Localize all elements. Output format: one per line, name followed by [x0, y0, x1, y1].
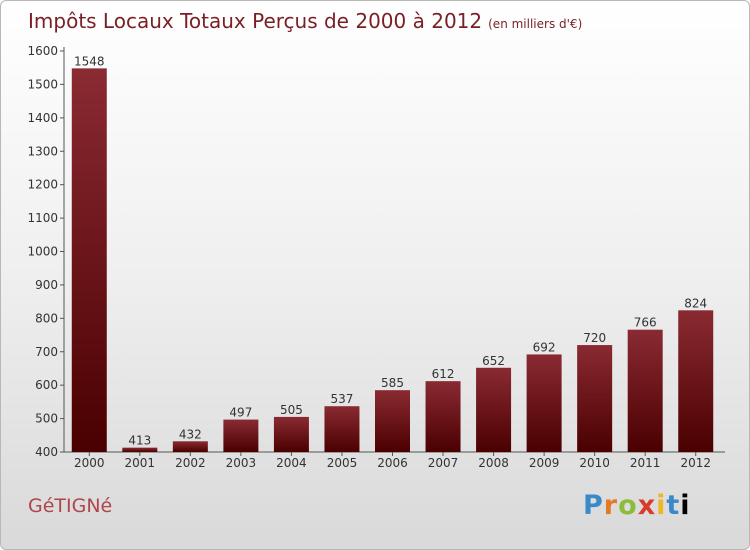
logo-letter: t: [666, 490, 681, 521]
y-tick-label: 1000: [27, 245, 58, 259]
bar: [375, 390, 410, 452]
logo-letter: r: [603, 490, 619, 521]
chart-title-text: Impôts Locaux Totaux Perçus de 2000 à 20…: [28, 9, 483, 33]
y-tick-label: 700: [35, 345, 58, 359]
x-tick-label: 2001: [125, 456, 156, 470]
bar-value-label: 505: [280, 403, 303, 417]
bar-value-label: 1548: [74, 54, 105, 68]
bar-value-label: 537: [331, 392, 354, 406]
y-tick-label: 900: [35, 278, 58, 292]
bar: [71, 68, 107, 453]
x-tick-label: 2007: [428, 456, 459, 470]
bar: [273, 416, 309, 452]
x-tick-label: 2012: [680, 456, 711, 470]
x-tick-label: 2004: [276, 456, 307, 470]
bar-value-label: 497: [229, 406, 252, 420]
bar: [324, 406, 360, 452]
bar: [526, 354, 562, 452]
y-tick-label: 800: [35, 311, 58, 325]
x-tick-label: 2006: [377, 456, 408, 470]
x-tick-label: 2009: [529, 456, 560, 470]
bar: [476, 367, 512, 452]
bar-value-label: 766: [634, 316, 657, 330]
x-tick-label: 2008: [478, 456, 509, 470]
x-tick-label: 2010: [579, 456, 610, 470]
bar: [425, 381, 461, 452]
y-tick-label: 1200: [27, 178, 58, 192]
chart-unit: (en milliers d'€): [488, 17, 583, 31]
bar-value-label: 652: [482, 354, 505, 368]
bar: [172, 441, 208, 452]
logo-letter: x: [637, 490, 657, 521]
bar: [223, 419, 259, 452]
bar-value-label: 720: [583, 331, 606, 345]
chart-title: Impôts Locaux Totaux Perçus de 2000 à 20…: [28, 9, 582, 33]
bar-value-label: 432: [179, 427, 202, 441]
logo-letter: o: [618, 490, 638, 521]
y-tick-label: 1300: [27, 144, 58, 158]
y-tick-label: 500: [35, 412, 58, 426]
x-tick-label: 2002: [175, 456, 206, 470]
x-tick-label: 2003: [226, 456, 257, 470]
y-tick-label: 400: [35, 445, 58, 459]
bar-value-label: 824: [684, 296, 707, 310]
x-tick-label: 2000: [74, 456, 105, 470]
bar: [122, 447, 158, 452]
y-tick-label: 1600: [27, 44, 58, 58]
bar-value-label: 612: [432, 367, 455, 381]
bar-value-label: 692: [533, 340, 556, 354]
logo-letter: i: [680, 490, 691, 521]
bar: [678, 310, 714, 452]
bar: [577, 345, 613, 452]
logo-letter: P: [583, 490, 604, 521]
x-tick-label: 2011: [630, 456, 661, 470]
y-tick-label: 1100: [27, 211, 58, 225]
town-name: GéTIGNé: [28, 495, 113, 517]
y-tick-label: 1400: [27, 111, 58, 125]
bar-value-label: 413: [128, 434, 151, 448]
x-tick-label: 2005: [327, 456, 358, 470]
logo-letter: i: [656, 490, 667, 521]
proxiti-logo[interactable]: Proxiti: [583, 490, 691, 521]
bar: [627, 329, 663, 452]
bar-value-label: 585: [381, 376, 404, 390]
y-tick-label: 1500: [27, 77, 58, 91]
y-tick-label: 600: [35, 378, 58, 392]
